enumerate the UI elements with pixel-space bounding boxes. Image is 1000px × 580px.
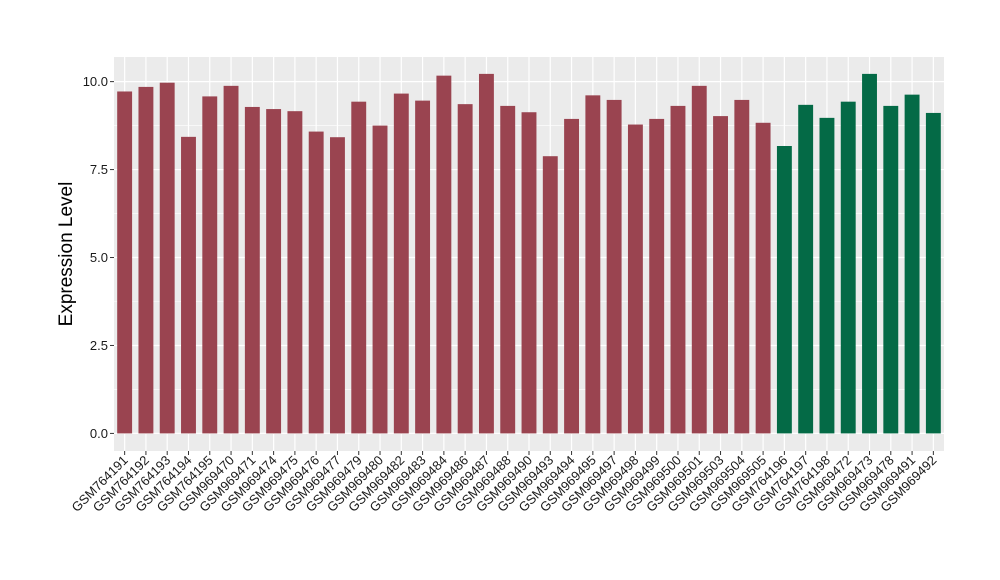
bar — [564, 118, 580, 434]
bar — [904, 94, 920, 434]
bar — [755, 122, 771, 434]
bar — [713, 116, 728, 434]
x-axis: GSM764191GSM764192GSM764193GSM764194GSM7… — [69, 451, 939, 515]
bar — [330, 137, 345, 434]
bar — [691, 85, 707, 434]
bars — [117, 73, 941, 434]
bar — [244, 106, 260, 434]
bar — [415, 100, 431, 434]
bar — [202, 96, 218, 434]
bar — [372, 125, 388, 434]
bar — [925, 112, 941, 434]
bar — [223, 85, 239, 434]
bar — [266, 109, 282, 434]
bar — [670, 105, 686, 434]
bar — [862, 73, 877, 434]
bar — [138, 86, 154, 434]
bar — [627, 124, 643, 434]
y-tick-label: 2.5 — [90, 338, 108, 353]
bar — [883, 105, 899, 434]
bar — [308, 131, 324, 434]
bar — [542, 156, 558, 434]
bar — [159, 82, 175, 434]
bar — [393, 93, 409, 434]
y-axis-title: Expression Level — [56, 182, 77, 327]
bar — [521, 112, 537, 434]
y-axis: 0.0 2.5 5.0 7.5 10.0 — [83, 74, 114, 441]
bar — [478, 73, 494, 434]
bar — [117, 91, 133, 434]
bar — [840, 101, 856, 434]
bar — [776, 146, 792, 434]
bar — [500, 105, 516, 434]
y-tick-label: 7.5 — [90, 162, 108, 177]
y-tick-label: 0.0 — [90, 426, 108, 441]
bar — [351, 101, 367, 434]
bar — [287, 111, 303, 434]
bar — [734, 99, 750, 434]
bar — [798, 104, 814, 434]
bar — [457, 104, 473, 434]
y-tick-label: 10.0 — [83, 74, 108, 89]
bar — [819, 117, 835, 434]
bar — [606, 99, 622, 434]
bar — [181, 136, 196, 434]
bar — [649, 118, 665, 434]
y-tick-label: 5.0 — [90, 250, 108, 265]
bar — [436, 75, 452, 434]
bar — [585, 95, 601, 434]
